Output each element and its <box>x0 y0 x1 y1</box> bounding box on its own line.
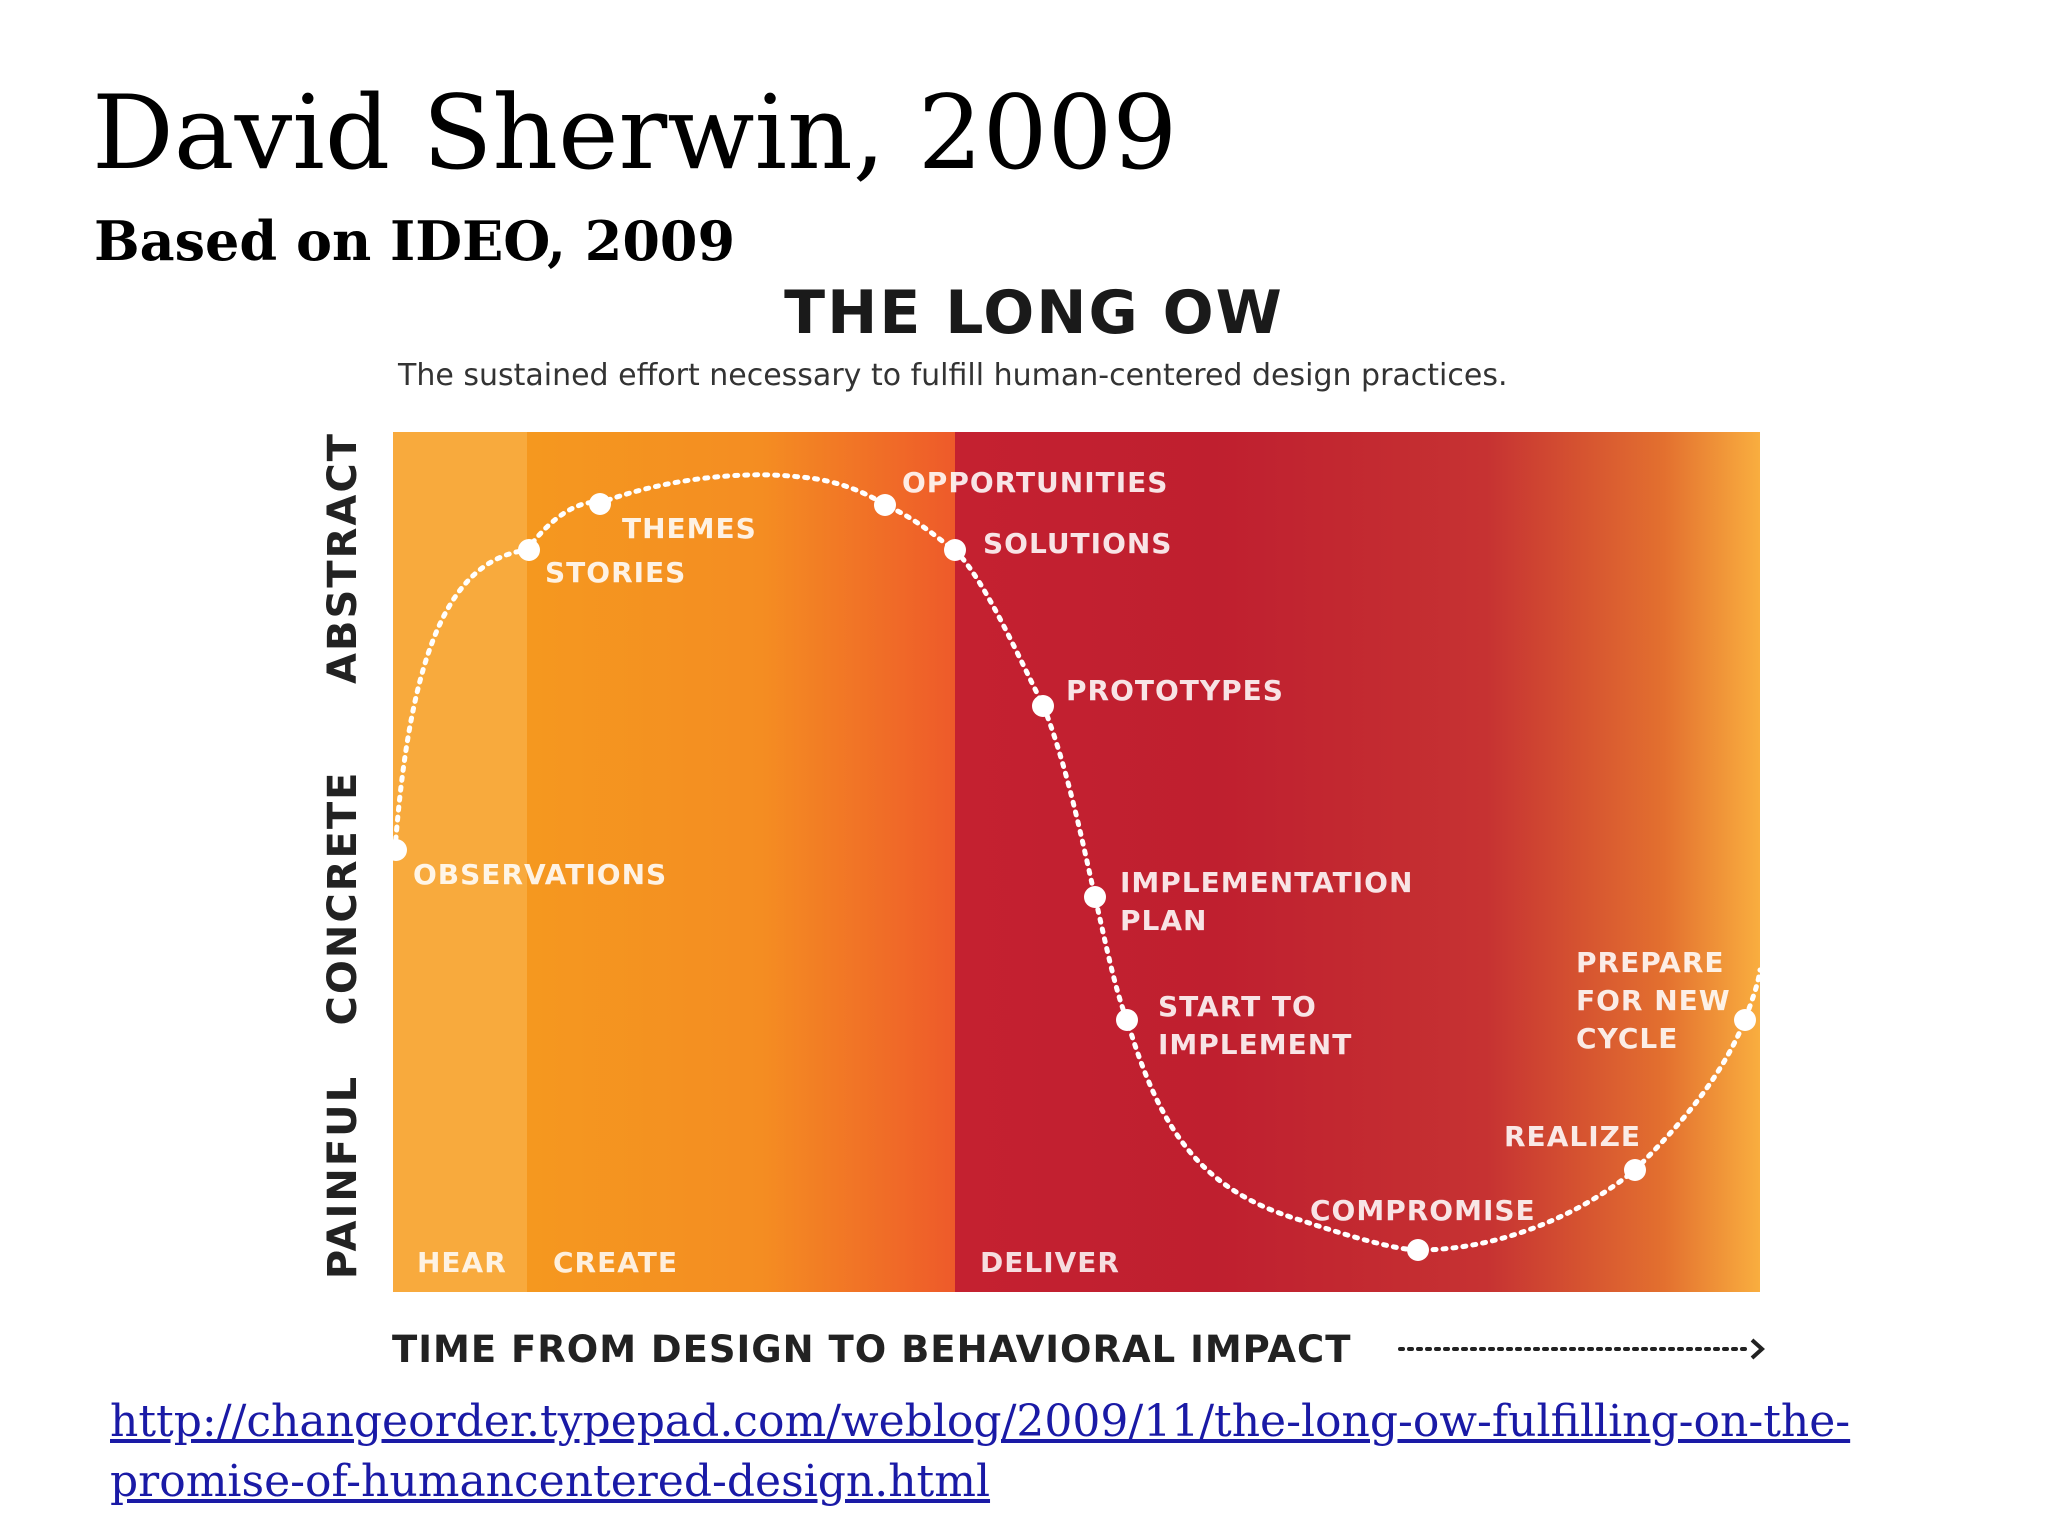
long-ow-diagram: OBSERVATIONS STORIES THEMES OPPORTUNITIE… <box>320 432 1765 1371</box>
y-axis-concrete-label: CONCRETE <box>320 771 366 1026</box>
themes-point <box>589 493 611 515</box>
start-to-implement-label-2: IMPLEMENT <box>1158 1028 1352 1061</box>
realize-label: REALIZE <box>1504 1120 1641 1153</box>
prepare-label-1: PREPARE <box>1576 946 1725 979</box>
y-axis-abstract-label: ABSTRACT <box>320 432 366 684</box>
implementation-plan-label-2: PLAN <box>1120 904 1207 937</box>
observations-point <box>385 839 407 861</box>
prepare-label-3: CYCLE <box>1576 1022 1678 1055</box>
compromise-point <box>1407 1239 1429 1261</box>
x-axis-label: TIME FROM DESIGN TO BEHAVIORAL IMPACT <box>392 1328 1351 1371</box>
create-band <box>527 432 955 1292</box>
slide-title: David Sherwin, 2009 <box>92 74 1178 193</box>
implementation-plan-label-1: IMPLEMENTATION <box>1120 866 1413 899</box>
solutions-point <box>944 539 966 561</box>
stories-label: STORIES <box>545 556 686 589</box>
prototypes-point <box>1032 695 1054 717</box>
y-axis-painful-label: PAINFUL <box>320 1075 366 1279</box>
source-link-line-2[interactable]: promise-of-humancentered-design.html <box>110 1456 991 1507</box>
stories-point <box>518 539 540 561</box>
solutions-label: SOLUTIONS <box>983 527 1172 560</box>
hear-band <box>393 432 527 1292</box>
opportunities-label: OPPORTUNITIES <box>902 466 1168 499</box>
opportunities-point <box>874 494 896 516</box>
phase-hear-label: HEAR <box>417 1246 507 1279</box>
diagram-subtitle: The sustained effort necessary to fulfil… <box>398 358 1508 393</box>
start-to-implement-label-1: START TO <box>1158 990 1317 1023</box>
themes-label: THEMES <box>622 512 757 545</box>
phase-deliver-label: DELIVER <box>980 1246 1120 1279</box>
realize-point <box>1624 1159 1646 1181</box>
diagram-title: THE LONG OW <box>784 278 1284 348</box>
observations-label: OBSERVATIONS <box>413 858 667 891</box>
source-link[interactable]: http://changeorder.typepad.com/weblog/20… <box>110 1392 1990 1512</box>
compromise-label: COMPROMISE <box>1310 1194 1536 1227</box>
start-to-implement-point <box>1116 1009 1138 1031</box>
slide-subtitle: Based on IDEO, 2009 <box>94 209 736 273</box>
phase-create-label: CREATE <box>553 1246 678 1279</box>
prepare-point <box>1734 1009 1756 1031</box>
source-link-line-1[interactable]: http://changeorder.typepad.com/weblog/20… <box>110 1396 1851 1447</box>
prototypes-label: PROTOTYPES <box>1066 674 1284 707</box>
prepare-label-2: FOR NEW <box>1576 984 1731 1017</box>
implementation-plan-point <box>1084 886 1106 908</box>
x-axis-arrow-head <box>1750 1338 1765 1360</box>
